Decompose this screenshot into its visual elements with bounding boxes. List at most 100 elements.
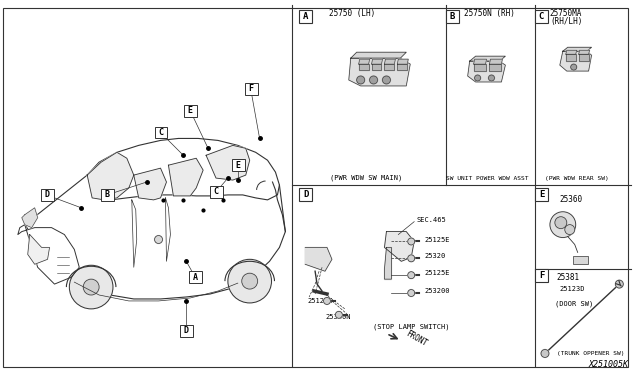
Text: 25123D: 25123D [560, 286, 586, 292]
Bar [232, 159, 244, 171]
Text: 25750N (RH): 25750N (RH) [464, 9, 515, 18]
Circle shape [83, 279, 99, 295]
Circle shape [408, 238, 415, 245]
Text: FRONT: FRONT [404, 329, 429, 348]
Text: E: E [236, 161, 240, 170]
Polygon shape [25, 138, 285, 299]
Polygon shape [28, 235, 49, 264]
Polygon shape [358, 59, 369, 64]
Text: 25320: 25320 [424, 253, 445, 259]
Circle shape [356, 76, 365, 84]
Text: 25360: 25360 [560, 195, 583, 204]
Polygon shape [566, 50, 577, 54]
Text: F: F [248, 84, 253, 93]
Bar [180, 325, 193, 337]
Text: 25750MA: 25750MA [550, 9, 582, 18]
Polygon shape [305, 247, 332, 271]
Circle shape [324, 298, 330, 304]
Circle shape [155, 235, 163, 243]
Bar [40, 189, 54, 201]
Bar [535, 188, 548, 201]
Text: C: C [158, 128, 163, 137]
Text: A: A [303, 12, 308, 20]
Text: (DOOR SW): (DOOR SW) [555, 301, 593, 307]
Polygon shape [566, 54, 576, 61]
Polygon shape [490, 64, 501, 71]
Polygon shape [385, 232, 414, 261]
Circle shape [564, 225, 575, 235]
Text: C: C [214, 187, 218, 196]
Bar [300, 188, 312, 201]
Text: 25750 (LH): 25750 (LH) [329, 9, 375, 18]
Polygon shape [18, 225, 79, 284]
Circle shape [488, 75, 495, 81]
Polygon shape [468, 61, 506, 82]
Text: (PWR WDW SW MAIN): (PWR WDW SW MAIN) [330, 175, 403, 181]
Text: D: D [303, 190, 308, 199]
Text: B: B [104, 190, 109, 199]
Polygon shape [474, 59, 486, 64]
Circle shape [69, 265, 113, 309]
Polygon shape [22, 208, 38, 228]
Circle shape [541, 350, 549, 357]
Circle shape [408, 272, 415, 279]
Bar [446, 10, 459, 22]
Polygon shape [397, 59, 408, 64]
Polygon shape [397, 64, 407, 70]
Text: E: E [188, 106, 193, 115]
Polygon shape [579, 50, 589, 54]
Polygon shape [563, 47, 591, 51]
Circle shape [550, 212, 576, 238]
Bar [535, 269, 548, 282]
Bar [189, 271, 202, 283]
Text: 25125E: 25125E [424, 237, 449, 243]
Polygon shape [385, 59, 396, 64]
Text: (TRUNK OPPENER SW): (TRUNK OPPENER SW) [557, 351, 625, 356]
Circle shape [369, 76, 378, 84]
Bar [573, 256, 588, 264]
Polygon shape [474, 64, 486, 71]
Bar [244, 83, 258, 95]
Polygon shape [372, 64, 381, 70]
Polygon shape [351, 52, 406, 58]
Circle shape [615, 280, 623, 288]
Circle shape [555, 217, 567, 229]
Circle shape [408, 289, 415, 296]
Polygon shape [470, 56, 506, 61]
Circle shape [228, 259, 271, 303]
Text: (PWR WDW REAR SW): (PWR WDW REAR SW) [545, 176, 609, 180]
Circle shape [475, 75, 481, 81]
Polygon shape [134, 168, 166, 200]
Bar [300, 10, 312, 22]
Bar [155, 126, 168, 138]
Circle shape [242, 273, 258, 289]
Text: 25125E: 25125E [424, 270, 449, 276]
Text: D: D [184, 326, 189, 335]
Text: 25381: 25381 [557, 273, 580, 282]
Bar [210, 186, 223, 198]
Text: B: B [450, 12, 455, 20]
Polygon shape [349, 58, 410, 86]
Text: F: F [539, 271, 544, 280]
Bar [535, 10, 548, 22]
Circle shape [408, 255, 415, 262]
Bar [101, 189, 114, 201]
Polygon shape [87, 152, 134, 200]
Circle shape [383, 76, 390, 84]
Polygon shape [372, 59, 383, 64]
Polygon shape [206, 145, 250, 180]
Text: 25125E: 25125E [307, 298, 333, 304]
Polygon shape [358, 64, 369, 70]
Text: 253200: 253200 [424, 288, 449, 294]
Text: E: E [539, 190, 544, 199]
Text: SEC.465: SEC.465 [416, 217, 446, 223]
Text: D: D [44, 190, 49, 199]
Polygon shape [579, 54, 589, 61]
Text: (STOP LAMP SWITCH): (STOP LAMP SWITCH) [373, 324, 449, 330]
Circle shape [335, 311, 342, 318]
Polygon shape [168, 158, 203, 196]
Polygon shape [385, 64, 394, 70]
Text: X251005K: X251005K [588, 360, 628, 369]
Text: 25320N: 25320N [325, 314, 351, 320]
Polygon shape [490, 59, 502, 64]
